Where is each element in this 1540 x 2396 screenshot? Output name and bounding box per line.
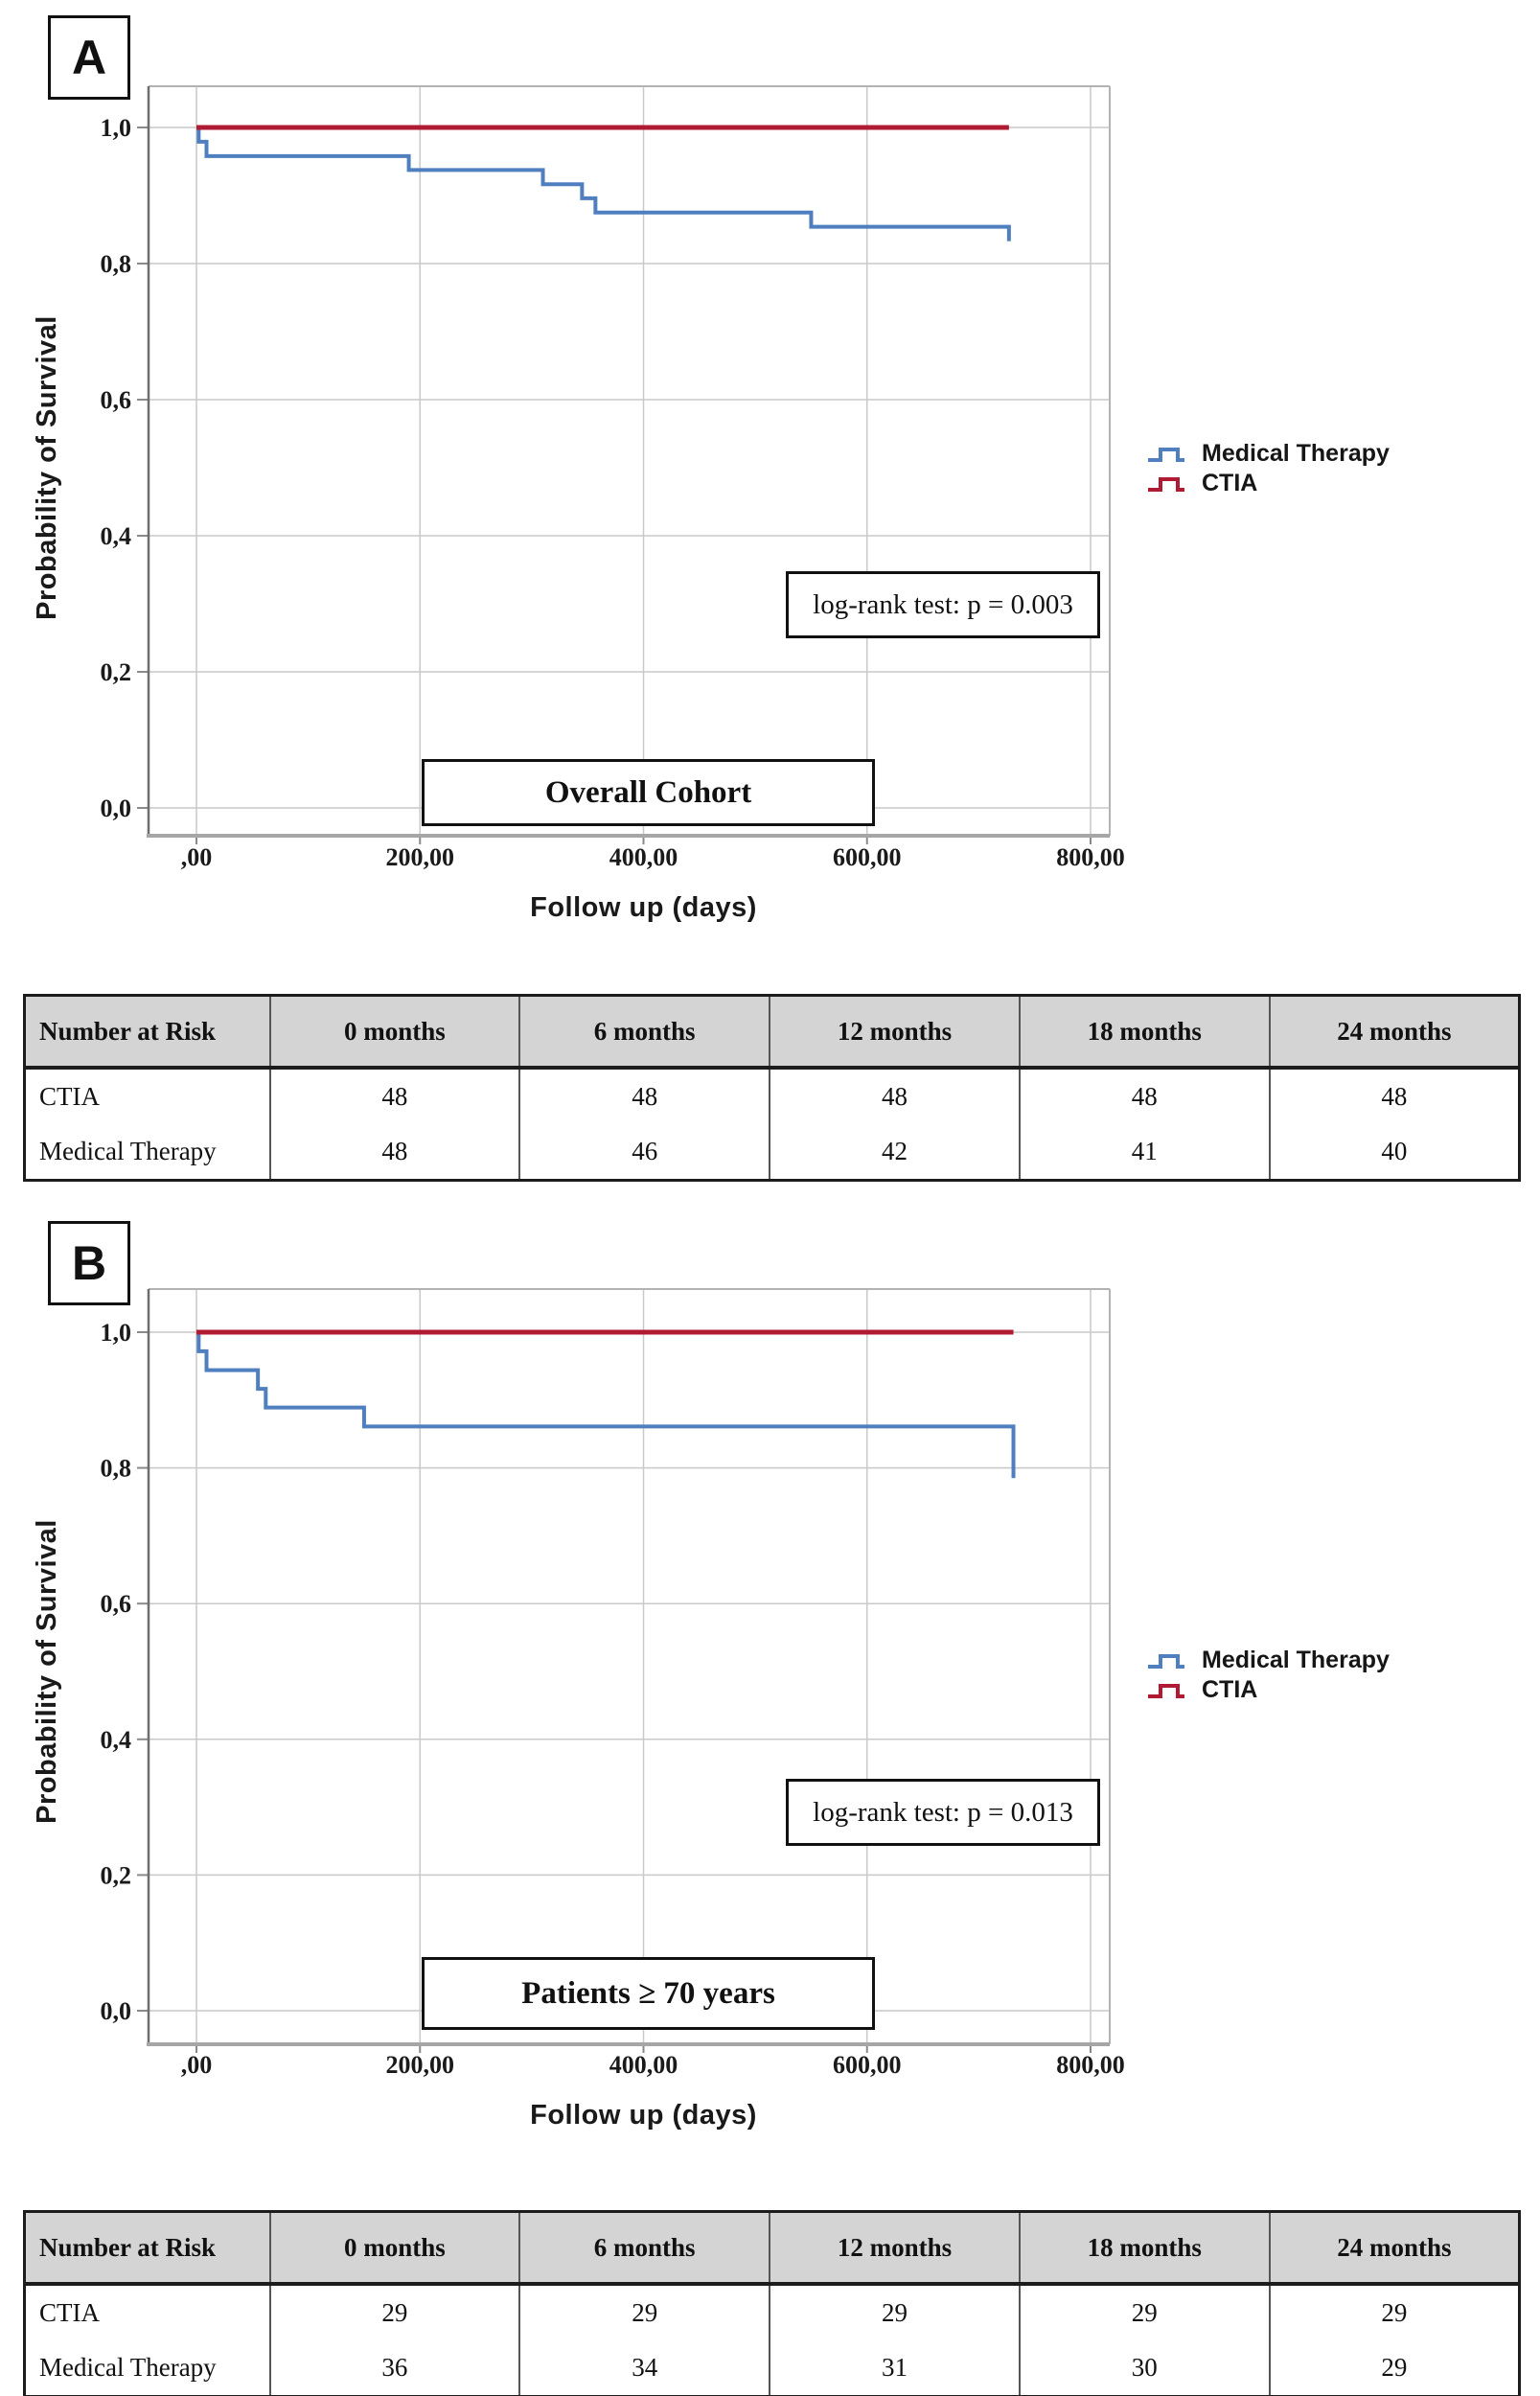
panel-label-b: B [48, 1221, 130, 1305]
col-header: 24 months [1268, 2211, 1521, 2286]
legend-label: CTIA [1202, 1676, 1258, 1703]
y-tick-label: 0,2 [101, 658, 132, 686]
table-row-medical-therapy: Medical Therapy 36 34 31 30 29 [23, 2340, 1521, 2396]
col-header: 6 months [518, 2211, 771, 2286]
cell: 29 [1018, 2284, 1271, 2340]
ctia-line-icon [1148, 476, 1184, 492]
cell: 34 [518, 2340, 771, 2396]
x-tick-label: 600,00 [833, 843, 902, 871]
step-glyph [1148, 447, 1184, 462]
table-row-ctia: CTIA 29 29 29 29 29 [23, 2284, 1521, 2340]
medical-therapy-curve [196, 126, 1011, 242]
row-label: Medical Therapy [23, 2340, 271, 2396]
cell: 36 [268, 2340, 521, 2396]
table-header-row: Number at Risk 0 months 6 months 12 mont… [23, 2211, 1521, 2286]
cell: 31 [769, 2340, 1021, 2396]
y-axis-title: Probability of Survival [32, 315, 62, 620]
cell: 48 [268, 1124, 521, 1181]
legend-item-ctia: CTIA [1146, 1675, 1390, 1705]
y-tick-label: 0,0 [101, 1997, 132, 2025]
y-tick-label: 0,4 [101, 522, 132, 550]
medical-therapy-line-icon [1148, 1653, 1184, 1669]
col-header: Number at Risk [23, 2211, 271, 2286]
step-glyph [1148, 476, 1184, 492]
cell: 48 [1268, 1068, 1521, 1124]
cohort-title-box-b: Patients ≥ 70 years [422, 1957, 875, 2030]
y-axis-title: Probability of Survival [32, 1519, 62, 1824]
cell: 29 [268, 2284, 521, 2340]
x-tick-label: 800,00 [1056, 843, 1125, 871]
legend-panel-b: Medical Therapy CTIA [1146, 1646, 1390, 1705]
y-tick-label: 0,8 [101, 250, 132, 278]
legend-item-medical-therapy: Medical Therapy [1146, 1646, 1390, 1675]
cell: 48 [1018, 1068, 1271, 1124]
cell: 29 [1268, 2284, 1521, 2340]
col-header: 12 months [769, 995, 1021, 1070]
cell: 30 [1018, 2340, 1271, 2396]
cell: 48 [268, 1068, 521, 1124]
x-tick-label: 600,00 [833, 2051, 902, 2079]
medical-therapy-line-icon [1148, 447, 1184, 462]
number-at-risk-table-a: Number at Risk 0 months 6 months 12 mont… [23, 994, 1521, 1182]
x-tick-label: 200,00 [386, 843, 455, 871]
col-header: 18 months [1018, 2211, 1271, 2286]
x-tick-label: ,00 [181, 2051, 213, 2079]
col-header: 18 months [1018, 995, 1271, 1070]
legend-label: CTIA [1202, 470, 1258, 496]
log-rank-box-a: log-rank test: p = 0.003 [786, 571, 1100, 638]
row-label: CTIA [23, 2284, 271, 2340]
cell: 29 [518, 2284, 771, 2340]
x-tick-label: 400,00 [609, 2051, 678, 2079]
table-row-medical-therapy: Medical Therapy 48 46 42 41 40 [23, 1124, 1521, 1181]
y-tick-label: 0,8 [101, 1455, 132, 1483]
y-tick-label: 1,0 [101, 1319, 132, 1347]
medical-therapy-curve [196, 1330, 1016, 1479]
col-header: 24 months [1268, 995, 1521, 1070]
x-axis-title: Follow up (days) [530, 2100, 757, 2131]
legend-item-medical-therapy: Medical Therapy [1146, 439, 1390, 469]
x-tick-label: ,00 [181, 843, 213, 871]
legend-label: Medical Therapy [1202, 1647, 1390, 1673]
legend-panel-a: Medical Therapy CTIA [1146, 439, 1390, 498]
table-row-ctia: CTIA 48 48 48 48 48 [23, 1068, 1521, 1124]
x-tick-label: 800,00 [1056, 2051, 1125, 2079]
cohort-title-box-a: Overall Cohort [422, 759, 875, 826]
cell: 40 [1268, 1124, 1521, 1181]
x-tick-label: 400,00 [609, 843, 678, 871]
col-header: 0 months [268, 995, 521, 1070]
cell: 46 [518, 1124, 771, 1181]
y-tick-label: 0,6 [101, 1590, 132, 1618]
panel-label-a: A [48, 15, 130, 100]
step-glyph [1148, 1653, 1184, 1669]
col-header: 0 months [268, 2211, 521, 2286]
cell: 29 [1268, 2340, 1521, 2396]
col-header: 12 months [769, 2211, 1021, 2286]
x-axis-title: Follow up (days) [530, 892, 757, 923]
cell: 41 [1018, 1124, 1271, 1181]
step-glyph [1148, 1683, 1184, 1698]
cell: 48 [769, 1068, 1021, 1124]
cell: 48 [518, 1068, 771, 1124]
y-tick-label: 0,6 [101, 386, 132, 414]
y-tick-label: 0,4 [101, 1726, 132, 1754]
number-at-risk-table-b: Number at Risk 0 months 6 months 12 mont… [23, 2210, 1521, 2396]
km-chart-patients-over-70: ,00 200,00 400,00 600,00 800,00 1,0 0,8 0,6 0,4 0… [32, 1288, 1125, 2131]
col-header: Number at Risk [23, 995, 271, 1070]
table-header-row: Number at Risk 0 months 6 months 12 mont… [23, 995, 1521, 1070]
y-tick-label: 0,0 [101, 795, 132, 822]
legend-label: Medical Therapy [1202, 440, 1390, 467]
log-rank-box-b: log-rank test: p = 0.013 [786, 1779, 1100, 1846]
cell: 42 [769, 1124, 1021, 1181]
row-label: Medical Therapy [23, 1124, 271, 1181]
ctia-line-icon [1148, 1683, 1184, 1698]
cell: 29 [769, 2284, 1021, 2340]
row-label: CTIA [23, 1068, 271, 1124]
legend-item-ctia: CTIA [1146, 469, 1390, 498]
y-tick-label: 0,2 [101, 1861, 132, 1889]
y-tick-label: 1,0 [101, 114, 132, 142]
x-tick-label: 200,00 [386, 2051, 455, 2079]
col-header: 6 months [518, 995, 771, 1070]
